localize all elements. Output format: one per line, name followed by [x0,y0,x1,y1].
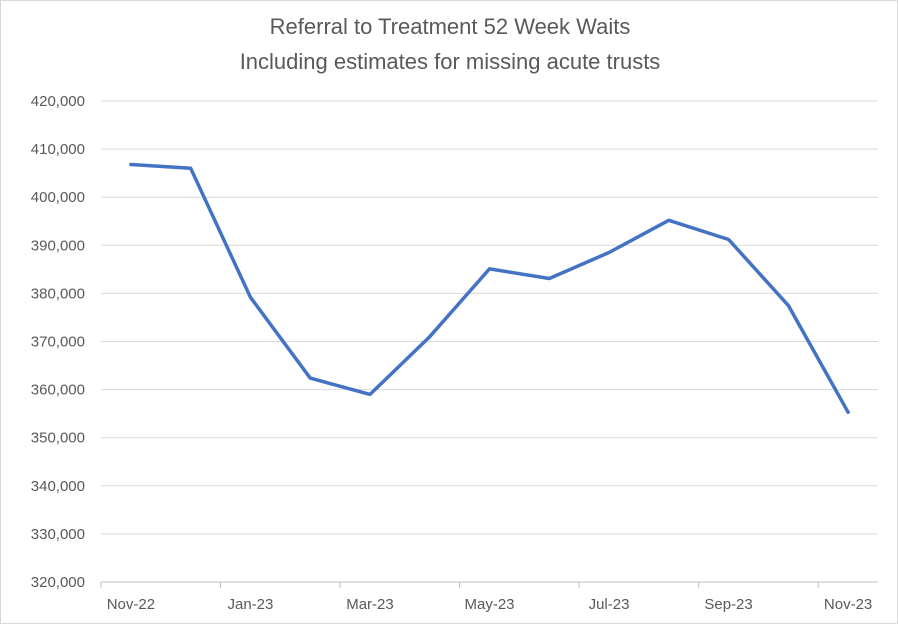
chart-title-line-2: Including estimates for missing acute tr… [240,49,661,74]
gridlines [101,100,878,535]
x-axis-tick-labels: Nov-22 Jan-23 Mar-23 May-23 Jul-23 Sep-23 Nov-… [107,596,873,613]
data-point [488,267,491,271]
data-point [189,166,193,170]
x-tick-label: Jan-23 [227,596,273,613]
y-tick-label: 380,000 [31,285,85,302]
data-point [727,238,731,242]
y-tick-label: 320,000 [31,574,85,591]
data-point [667,218,671,222]
y-tick-label: 360,000 [31,382,85,399]
x-tick-label: Jul-23 [589,596,630,613]
y-axis-tick-labels: 420,000 410,000 400,000 390,000 380,000 370,0… [31,93,85,591]
y-tick-label: 420,000 [31,93,85,110]
x-tick-label: Sep-23 [704,596,752,613]
x-tick-label: Nov-23 [824,596,872,613]
data-point [368,392,372,396]
y-tick-label: 400,000 [31,189,85,206]
data-point [607,251,611,255]
y-tick-label: 350,000 [31,430,85,447]
x-axis [100,581,878,588]
data-point [547,276,551,280]
data-point [248,295,252,299]
y-tick-label: 340,000 [31,478,85,495]
y-tick-label: 370,000 [31,334,85,351]
x-tick-label: May-23 [464,596,514,613]
y-tick-label: 390,000 [31,237,85,254]
data-point [129,162,133,166]
series-line [129,162,850,414]
data-point [308,376,312,380]
x-tick-label: Nov-22 [107,596,155,613]
data-point [786,303,790,307]
data-point [428,335,432,339]
x-tick-label: Mar-23 [346,596,394,613]
y-tick-label: 330,000 [31,526,85,543]
data-point [846,410,850,414]
y-tick-label: 410,000 [31,141,85,158]
series-layer [129,162,850,414]
chart-title-line-1: Referral to Treatment 52 Week Waits [270,14,631,39]
